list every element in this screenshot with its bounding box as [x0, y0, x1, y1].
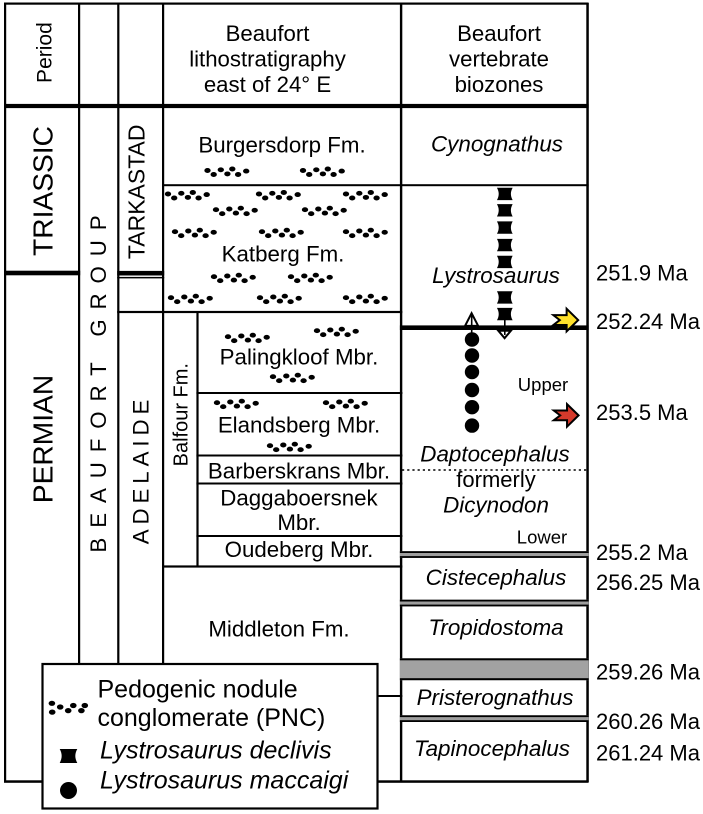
svg-text:Period: Period — [34, 22, 57, 83]
svg-text:Upper: Upper — [518, 374, 568, 395]
svg-text:Pedogenic nodule: Pedogenic nodule — [98, 676, 298, 704]
svg-text:Daggaboersnek: Daggaboersnek — [220, 486, 378, 511]
svg-text:formerly: formerly — [456, 467, 535, 492]
svg-text:Daptocephalus: Daptocephalus — [420, 442, 569, 467]
svg-text:Tapinocephalus: Tapinocephalus — [414, 736, 570, 761]
svg-text:Balfour Fm.: Balfour Fm. — [171, 363, 193, 466]
svg-text:Tropidostoma: Tropidostoma — [428, 615, 563, 640]
svg-text:Oudeberg Mbr.: Oudeberg Mbr. — [225, 537, 374, 562]
svg-text:Lystrosaurus declivis: Lystrosaurus declivis — [100, 737, 332, 765]
svg-text:biozones: biozones — [455, 72, 544, 97]
svg-text:260.26 Ma: 260.26 Ma — [596, 709, 701, 734]
svg-text:Mbr.: Mbr. — [277, 510, 320, 535]
svg-text:Pristerognathus: Pristerognathus — [417, 685, 574, 710]
svg-text:252.24 Ma: 252.24 Ma — [596, 309, 701, 334]
svg-text:conglomerate (PNC): conglomerate (PNC) — [98, 704, 326, 732]
svg-text:Palingkloof Mbr.: Palingkloof Mbr. — [220, 345, 379, 370]
svg-text:Barberskrans Mbr.: Barberskrans Mbr. — [208, 459, 390, 484]
svg-text:Lystrosaurus: Lystrosaurus — [432, 263, 560, 288]
svg-text:Middleton Fm.: Middleton Fm. — [208, 617, 349, 642]
svg-text:PERMIAN: PERMIAN — [27, 375, 59, 503]
svg-text:TARKASTAD: TARKASTAD — [124, 124, 150, 259]
svg-text:Burgersdorp Fm.: Burgersdorp Fm. — [198, 133, 365, 158]
svg-text:Lystrosaurus maccaigi: Lystrosaurus maccaigi — [100, 767, 350, 795]
svg-text:Cistecephalus: Cistecephalus — [426, 565, 567, 590]
svg-text:259.26 Ma: 259.26 Ma — [596, 660, 701, 685]
svg-text:261.24 Ma: 261.24 Ma — [596, 741, 701, 766]
svg-text:east of 24° E: east of 24° E — [204, 72, 331, 97]
svg-text:Lower: Lower — [517, 527, 567, 548]
svg-text:TRIASSIC: TRIASSIC — [27, 126, 59, 256]
svg-text:256.25 Ma: 256.25 Ma — [596, 570, 701, 595]
svg-text:Dicynodon: Dicynodon — [443, 493, 549, 518]
svg-text:Elandsberg Mbr.: Elandsberg Mbr. — [218, 413, 380, 438]
svg-text:253.5 Ma: 253.5 Ma — [596, 400, 688, 425]
svg-text:251.9 Ma: 251.9 Ma — [596, 261, 688, 286]
svg-text:vertebrate: vertebrate — [449, 46, 549, 71]
svg-text:Beaufort: Beaufort — [457, 21, 541, 46]
svg-text:Cynognathus: Cynognathus — [431, 132, 563, 157]
svg-text:ADELAIDE: ADELAIDE — [129, 395, 154, 545]
svg-text:255.2 Ma: 255.2 Ma — [596, 540, 688, 565]
svg-text:Beaufort: Beaufort — [226, 21, 310, 46]
svg-text:lithostratigraphy: lithostratigraphy — [189, 46, 347, 71]
svg-text:Katberg Fm.: Katberg Fm. — [222, 242, 345, 267]
svg-text:BEAUFORT GROUP: BEAUFORT GROUP — [86, 205, 111, 552]
